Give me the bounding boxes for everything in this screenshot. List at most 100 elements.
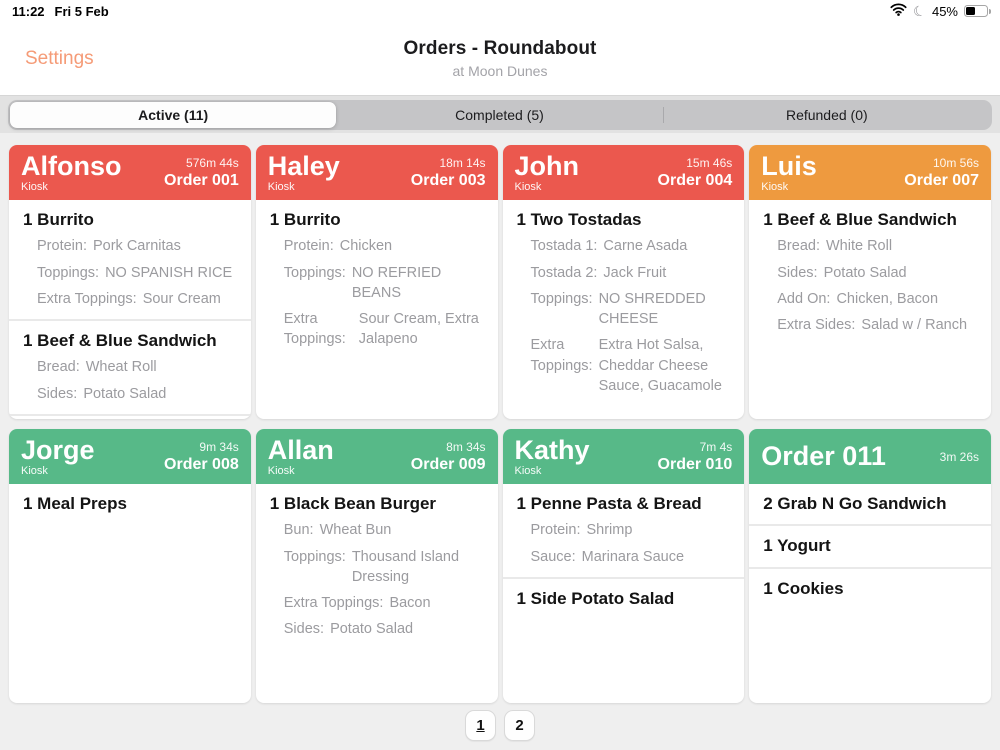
- detail-value: Potato Salad: [83, 385, 167, 402]
- status-time: 11:22: [12, 3, 45, 19]
- order-source: Kiosk: [21, 465, 48, 478]
- order-item-detail: Bread: White Roll: [763, 236, 979, 256]
- order-timer: 576m 44s: [186, 155, 239, 170]
- detail-value: Marinara Sauce: [581, 548, 685, 565]
- order-item-title: 1 Meal Preps: [23, 494, 127, 513]
- order-item-detail: Protein: Shrimp: [517, 520, 733, 540]
- order-item-detail: Sauce: Marinara Sauce: [517, 547, 733, 567]
- detail-label: Extra Toppings:: [283, 595, 384, 612]
- page-button-2[interactable]: 2: [504, 710, 535, 741]
- detail-label: Bun:: [283, 522, 314, 539]
- detail-value: Sour Cream, Extra Jalapeno: [358, 311, 479, 348]
- order-item-detail: Toppings: NO SHREDDED CHEESE: [517, 289, 733, 330]
- detail-label: Protein:: [530, 522, 581, 539]
- detail-label: Extra Sides:: [777, 317, 856, 334]
- order-item-detail: Toppings: NO REFRIED BEANS: [270, 263, 486, 304]
- detail-value: Potato Salad: [330, 621, 414, 638]
- order-item-title: 1 Beef & Blue Sandwich: [763, 210, 957, 229]
- tab-active[interactable]: Active (11): [10, 102, 337, 128]
- tab-completed[interactable]: Completed (5): [455, 107, 544, 123]
- tab-band: Active (11) Completed (5) Refunded (0): [0, 95, 1000, 133]
- detail-value: Wheat Roll: [85, 359, 157, 376]
- order-items-list: 2 Grab N Go Sandwich 1 Yogurt 1 Cookies: [749, 484, 991, 703]
- order-number: Order 003: [410, 171, 486, 189]
- detail-value: Carne Asada: [603, 238, 688, 255]
- order-card[interactable]: Alfonso Kiosk 576m 44s Order 001 1 Burri…: [9, 145, 251, 419]
- detail-value: White Roll: [825, 238, 893, 255]
- order-item-title: 1 Beef & Blue Sandwich: [23, 331, 217, 351]
- order-number: Order 007: [904, 171, 979, 189]
- order-card[interactable]: Kathy Kiosk 7m 4s Order 010 1 Penne Past…: [502, 429, 745, 703]
- do-not-disturb-moon-icon: ☾︎: [911, 1, 929, 21]
- nav-header: Settings Orders - Roundabout at Moon Dun…: [0, 22, 1000, 95]
- order-item-title: 1 Cookies: [763, 578, 844, 598]
- order-item: 1 Cookies: [749, 566, 991, 609]
- order-items-list: 1 Meal Preps: [9, 484, 251, 703]
- order-item: 1 Black Bean Burger Bun: Wheat Bun Toppi…: [256, 484, 498, 650]
- orders-grid: Alfonso Kiosk 576m 44s Order 001 1 Burri…: [9, 145, 991, 703]
- order-number: Order 008: [164, 455, 239, 473]
- order-source: Kiosk: [514, 465, 542, 478]
- order-card[interactable]: John Kiosk 15m 46s Order 004 1 Two Tosta…: [502, 145, 745, 419]
- detail-label: Sides:: [777, 264, 818, 281]
- order-card-header: Haley Kiosk 18m 14s Order 003: [255, 145, 498, 200]
- detail-value: Sour Cream: [142, 290, 221, 307]
- order-item-title: 1 Side Potato Salad: [516, 588, 675, 608]
- order-item-detail: Extra Toppings: Sour Cream, Extra Jalape…: [270, 309, 486, 350]
- order-customer-name: Alfonso: [21, 150, 122, 181]
- order-card[interactable]: Haley Kiosk 18m 14s Order 003 1 Burrito …: [255, 145, 498, 419]
- order-source: Kiosk: [761, 181, 789, 194]
- order-number: Order 004: [657, 171, 733, 189]
- order-item-detail: Protein: Pork Carnitas: [23, 236, 239, 256]
- order-item-detail: Extra Sides: Salad w / Ranch: [763, 315, 979, 335]
- order-card-header: Luis Kiosk 10m 56s Order 007: [749, 145, 991, 200]
- detail-label: Extra Toppings:: [530, 337, 593, 374]
- order-card-header: Order 011 3m 26s: [749, 429, 991, 484]
- settings-button[interactable]: Settings: [25, 47, 94, 69]
- order-item: 1 Beef & Blue Sandwich Bread: White Roll…: [749, 200, 991, 345]
- order-item-detail: Extra Toppings: Bacon: [270, 593, 486, 613]
- order-timer: 15m 46s: [686, 155, 733, 170]
- order-item-detail: Tostada 1: Carne Asada: [517, 236, 733, 256]
- detail-value: Chicken, Bacon: [836, 290, 939, 307]
- order-item-detail: Extra Toppings: Sour Cream: [23, 289, 239, 309]
- tab-refunded[interactable]: Refunded (0): [785, 107, 868, 123]
- status-bar: 11:22 Fri 5 Feb ☾︎ 45%: [0, 0, 1000, 22]
- order-customer-name: Allan: [267, 434, 334, 465]
- order-status-tabs: Active (11) Completed (5) Refunded (0): [8, 100, 992, 130]
- status-date: Fri 5 Feb: [54, 3, 109, 19]
- order-item-title: 1 Yogurt: [763, 536, 831, 556]
- detail-label: Extra Toppings:: [283, 311, 346, 348]
- order-timer: 10m 56s: [932, 155, 979, 170]
- order-item: 1 Black Bean Burger Bun: Potato Bun: [9, 413, 251, 419]
- detail-label: Toppings:: [283, 264, 346, 281]
- order-source: Kiosk: [267, 465, 295, 478]
- detail-value: Wheat Bun: [319, 522, 392, 539]
- detail-value: Chicken: [339, 238, 393, 255]
- order-card-header: John Kiosk 15m 46s Order 004: [502, 145, 745, 200]
- order-card[interactable]: Luis Kiosk 10m 56s Order 007 1 Beef & Bl…: [749, 145, 991, 419]
- order-timer: 8m 34s: [446, 439, 486, 454]
- order-item: 2 Grab N Go Sandwich: [749, 484, 991, 524]
- detail-label: Extra Toppings:: [37, 290, 137, 307]
- order-item-title: 1 Two Tostadas: [516, 210, 642, 229]
- page-title: Orders - Roundabout: [403, 38, 597, 59]
- order-number: Order 010: [657, 455, 733, 473]
- order-card[interactable]: Jorge Kiosk 9m 34s Order 008 1 Meal Prep…: [9, 429, 251, 703]
- page-button-1[interactable]: 1: [465, 710, 496, 741]
- detail-value: Potato Salad: [823, 264, 907, 281]
- order-card-header: Allan Kiosk 8m 34s Order 009: [255, 429, 498, 484]
- order-card[interactable]: Allan Kiosk 8m 34s Order 009 1 Black Bea…: [255, 429, 498, 703]
- order-items-list: 1 Two Tostadas Tostada 1: Carne Asada To…: [503, 200, 745, 419]
- detail-label: Tostada 1:: [530, 238, 598, 255]
- wifi-icon: [890, 3, 907, 19]
- order-card[interactable]: Order 011 3m 26s 2 Grab N Go Sandwich 1 …: [749, 429, 991, 703]
- order-customer-name: Haley: [267, 150, 340, 181]
- order-item-title: 1 Burrito: [23, 210, 94, 229]
- order-item-detail: Protein: Chicken: [270, 236, 486, 256]
- order-item: 1 Two Tostadas Tostada 1: Carne Asada To…: [503, 200, 745, 406]
- detail-value: Thousand Island Dressing: [351, 548, 460, 585]
- order-item-detail: Sides: Potato Salad: [23, 384, 239, 404]
- order-customer-name: Jorge: [21, 434, 95, 465]
- order-item: 1 Penne Pasta & Bread Protein: Shrimp Sa…: [503, 484, 745, 577]
